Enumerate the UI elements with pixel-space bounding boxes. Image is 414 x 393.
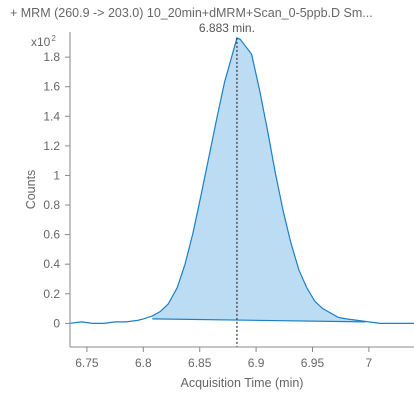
y-axis-label: Counts <box>24 170 38 210</box>
y-tick-label: 0 <box>53 316 60 330</box>
integrated-area <box>152 37 366 322</box>
x-tick-label: 6.8 <box>135 356 152 370</box>
x-tick-label: 6.9 <box>248 356 265 370</box>
y-tick-label: 0.6 <box>43 228 60 242</box>
y-tick-label: 0.4 <box>43 257 60 271</box>
y-tick-label: 1.8 <box>43 50 60 64</box>
y-tick-label: 0.2 <box>43 287 60 301</box>
y-scale-factor: x102 <box>31 34 56 49</box>
apex-annotation: 6.883 min. <box>199 21 255 35</box>
x-tick-label: 6.75 <box>75 356 99 370</box>
x-tick-label: 7 <box>366 356 373 370</box>
x-tick-label: 6.95 <box>301 356 325 370</box>
plot-area <box>69 37 414 347</box>
y-tick-label: 1 <box>53 168 60 182</box>
chart-title: + MRM (260.9 -> 203.0) 10_20min+dMRM+Sca… <box>10 6 373 20</box>
axes: 0 0.2 0.4 0.6 0.8 1 1.2 1.4 1.6 1.8 6.75 6.8 6.85 6.9… <box>43 32 414 370</box>
y-tick-label: 1.2 <box>43 139 60 153</box>
x-axis-label: Acquisition Time (min) <box>181 376 304 390</box>
y-tick-label: 1.4 <box>43 109 60 123</box>
y-tick-label: 1.6 <box>43 80 60 94</box>
x-tick-label: 6.85 <box>188 356 212 370</box>
scale-base: x10 <box>31 35 51 49</box>
signal-line <box>69 37 414 324</box>
scale-exponent: 2 <box>51 34 56 43</box>
integration-baseline <box>152 318 366 323</box>
y-tick-label: 0.8 <box>43 198 60 212</box>
